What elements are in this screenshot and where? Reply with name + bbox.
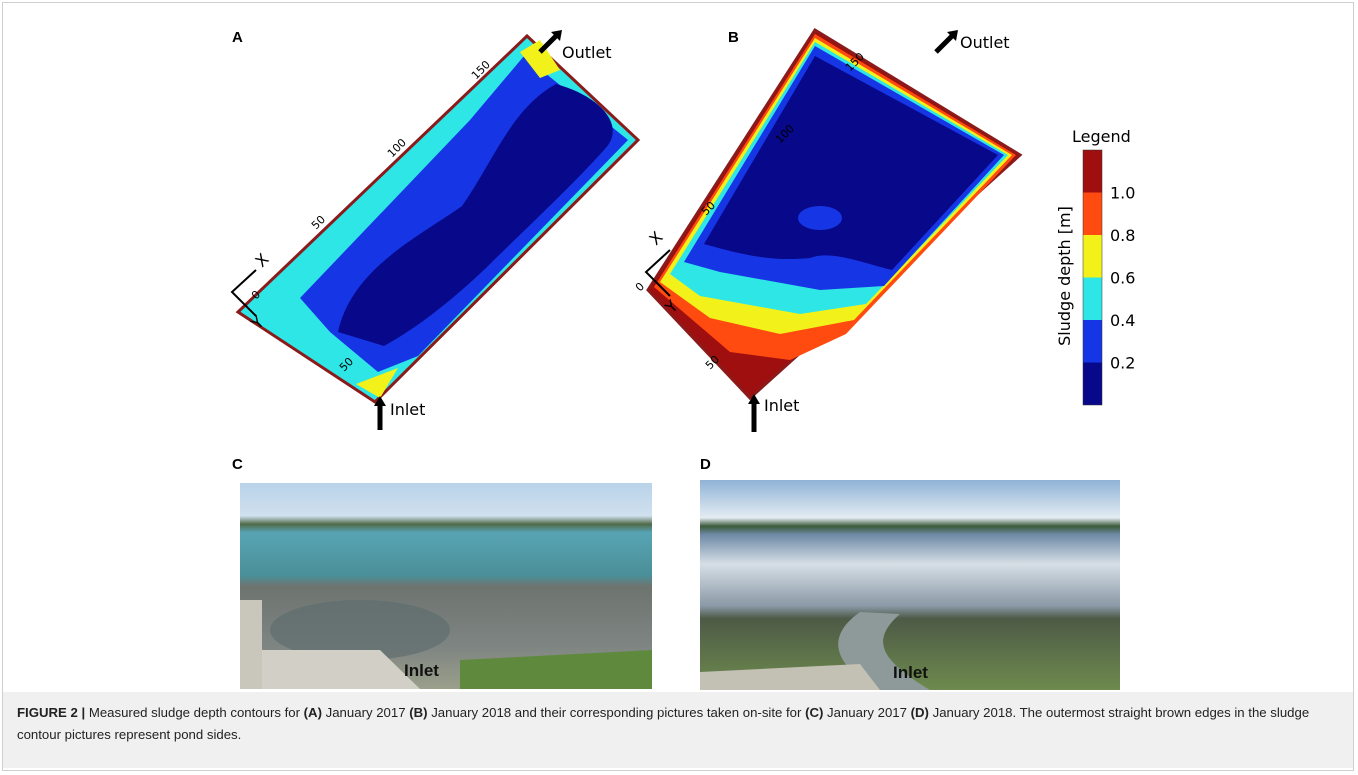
color-band [1083, 362, 1102, 405]
caption-text: January 2017 [823, 705, 911, 720]
caption-text: Measured sludge depth contours for [85, 705, 304, 720]
caption-text: January 2018. The outermost straight bro… [17, 705, 1313, 742]
caption-text: January 2018 and their corresponding pic… [427, 705, 806, 720]
contour [356, 368, 398, 398]
photo-label: Inlet [893, 663, 928, 682]
caption-text: (B) [409, 705, 428, 720]
photo-detail [262, 650, 420, 689]
legend-title: Legend [1072, 127, 1131, 146]
outlet-arrow-head [551, 30, 562, 41]
photo-detail [700, 664, 880, 690]
panel-label: B [728, 29, 739, 46]
outlet-arrow [934, 34, 954, 54]
axis-arrows [230, 269, 257, 317]
color-band [1083, 150, 1102, 193]
legend-tick-label: 0.8 [1110, 226, 1135, 245]
caption-text: FIGURE 2 | [17, 705, 86, 720]
inlet-label: Inlet [390, 400, 425, 419]
photo [700, 480, 1120, 690]
caption-text: (A) [303, 705, 322, 720]
outlet-arrow [538, 34, 558, 54]
inlet-arrow-head [374, 396, 386, 406]
legend-tick-label: 0.6 [1110, 269, 1135, 288]
axis-x-label: X [645, 228, 666, 249]
inlet-label: Inlet [764, 396, 799, 415]
caption-text: (C) [805, 705, 824, 720]
panel-label: A [232, 29, 243, 46]
contour [520, 40, 560, 78]
panel-label: D [700, 456, 711, 473]
photo-detail [270, 600, 450, 660]
legend-tick-label: 0.2 [1110, 354, 1135, 373]
photo-detail [240, 600, 262, 689]
legend-axis-label: Sludge depth [m] [1055, 206, 1074, 346]
color-band [1083, 235, 1102, 278]
origin-label: 0 [633, 280, 647, 294]
figure: A Outlet Inlet X Y 0 50 100 150 50 B Out… [230, 27, 1135, 690]
outlet-label: Outlet [562, 43, 612, 62]
outlet-label: Outlet [960, 33, 1010, 52]
photo-label: Inlet [404, 661, 439, 680]
contour [704, 56, 998, 270]
color-band [1083, 192, 1102, 235]
colorbar [1082, 149, 1103, 406]
inlet-arrow-head [748, 394, 760, 404]
photo-detail [460, 650, 652, 689]
caption: FIGURE 2 | Measured sludge depth contour… [3, 692, 1353, 768]
axis-x-label: X [251, 250, 272, 271]
caption-text: (D) [910, 705, 929, 720]
legend-tick-label: 0.4 [1110, 311, 1135, 330]
outlet-arrow-head [947, 30, 958, 41]
panel-label: C [232, 456, 243, 473]
colorbar-border [1082, 149, 1103, 406]
legend-tick-label: 1.0 [1110, 184, 1135, 203]
axis-arrows [644, 249, 671, 297]
color-band [1083, 277, 1102, 320]
contour [338, 84, 613, 346]
caption-text: January 2017 [321, 705, 410, 720]
color-band [1083, 320, 1102, 363]
contour [798, 206, 842, 230]
